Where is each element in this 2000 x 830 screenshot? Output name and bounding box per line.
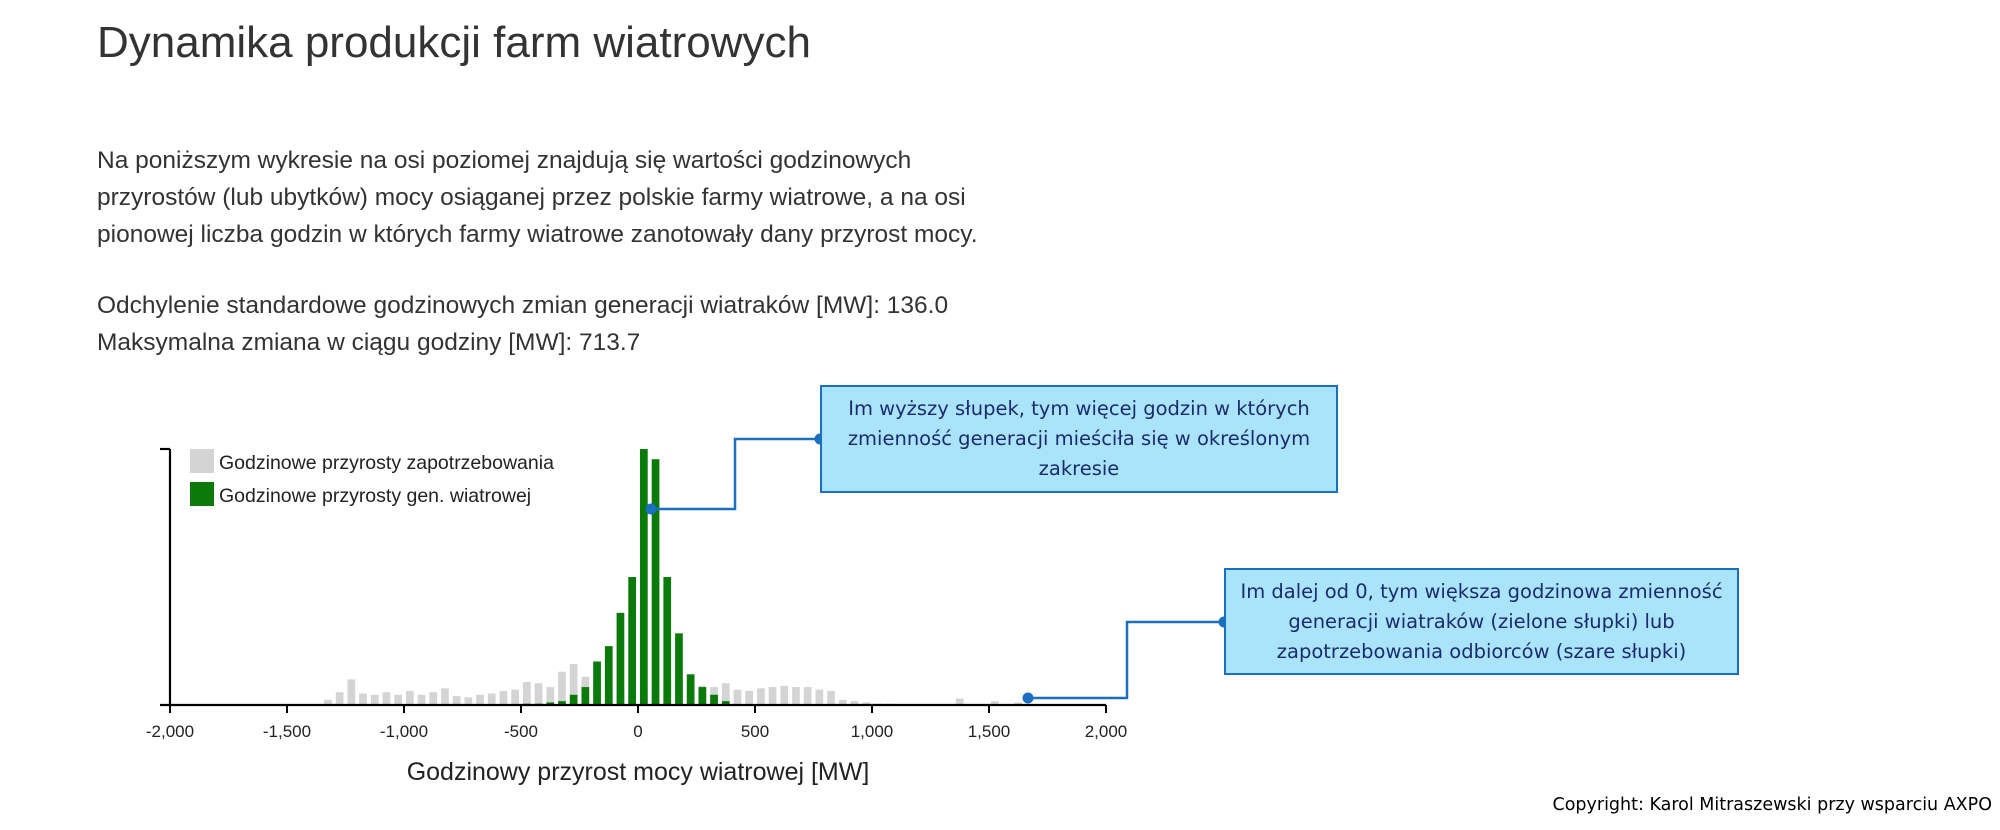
wind-bar (604, 646, 613, 705)
demand-bar (522, 681, 531, 705)
demand-bar (359, 693, 367, 705)
demand-bar (370, 694, 379, 705)
wind-bar (710, 694, 718, 705)
wind-bar (698, 687, 707, 705)
x-tick-label: -1,500 (263, 722, 311, 741)
x-axis-label: Godzinowy przyrost mocy wiatrowej [MW] (407, 758, 870, 786)
legend-swatch-demand (190, 449, 214, 473)
demand-bar (441, 688, 449, 705)
legend: Godzinowe przyrosty zapotrzebowania Godz… (190, 449, 554, 507)
x-tick-label: -1,000 (380, 722, 428, 741)
x-tick-label: -500 (504, 722, 538, 741)
connector-2-dot-start (1022, 692, 1034, 704)
x-tick-label: -2,000 (146, 722, 194, 741)
legend-swatch-wind (190, 482, 214, 506)
x-tick-label: 0 (633, 722, 642, 741)
demand-bar (569, 664, 578, 705)
demand-bar (792, 687, 800, 705)
callout-bar-height: Im wyższy słupek, tym więcej godzin w kt… (820, 385, 1338, 493)
legend-label-wind: Godzinowe przyrosty gen. wiatrowej (219, 485, 531, 507)
wind-bar (639, 449, 648, 705)
wind-bar (686, 674, 695, 705)
demand-bars (324, 664, 1023, 705)
demand-bar (803, 687, 812, 705)
wind-bar (593, 661, 601, 705)
connector-1-dot-start (645, 503, 657, 515)
wind-bar (651, 459, 660, 705)
demand-bar (756, 688, 765, 705)
demand-bar (827, 690, 835, 705)
demand-bar (476, 694, 484, 705)
demand-bar (382, 692, 391, 705)
std-dev-line: Odchylenie standardowe godzinowych zmian… (97, 292, 949, 319)
demand-bar (487, 693, 496, 705)
x-tick-label: 1,000 (851, 722, 894, 741)
demand-bar (815, 689, 824, 705)
page-title: Dynamika produkcji farm wiatrowych (97, 18, 811, 67)
demand-bar (850, 701, 859, 705)
demand-bar (534, 683, 543, 705)
wind-bar (558, 701, 566, 705)
demand-bar (499, 690, 508, 705)
demand-bar (745, 690, 754, 705)
x-tick-label: 500 (741, 722, 769, 741)
demand-bar (405, 690, 414, 705)
x-tick-label: 1,500 (968, 722, 1011, 741)
wind-bar (569, 694, 578, 705)
demand-bar (838, 699, 847, 705)
wind-bars (522, 449, 730, 705)
stats-block: Odchylenie standardowe godzinowych zmian… (97, 287, 948, 361)
demand-bar (324, 699, 332, 705)
description-line: Na poniższym wykresie na osi poziomej zn… (97, 147, 912, 174)
demand-bar (546, 687, 555, 705)
wind-bar (628, 577, 637, 705)
demand-bar (335, 692, 344, 705)
demand-bar (429, 692, 438, 705)
x-tick-label: 2,000 (1085, 722, 1128, 741)
callout-distance-from-zero: Im dalej od 0, tym większa godzinowa zmi… (1224, 568, 1739, 675)
description-line: pionowej liczba godzin w których farmy w… (97, 221, 978, 248)
demand-bar (452, 696, 461, 705)
connector-1 (651, 437, 820, 511)
copyright-text: Copyright: Karol Mitraszewski przy wspar… (1552, 795, 1992, 815)
wind-bar (721, 701, 730, 705)
demand-bar (733, 689, 742, 705)
demand-bar (862, 702, 871, 705)
wind-bar (616, 612, 625, 705)
description-paragraph: Na poniższym wykresie na osi poziomej zn… (97, 142, 1197, 253)
demand-bar (347, 679, 356, 705)
demand-bar (394, 694, 403, 705)
callout-connectors (645, 433, 1230, 704)
wind-bar (663, 577, 672, 705)
demand-bar (417, 694, 426, 705)
demand-bar (990, 701, 999, 705)
demand-bar (955, 698, 964, 705)
wind-bar (546, 702, 555, 705)
max-change-line: Maksymalna zmiana w ciągu godziny [MW]: … (97, 329, 641, 356)
demand-bar (768, 687, 777, 705)
description-line: przyrostów (lub ubytków) mocy osiąganej … (97, 184, 966, 211)
demand-bar (721, 683, 730, 705)
x-ticks: -2,000 -1,500 -1,000 -500 0 500 1,000 1,500 2,00… (146, 705, 1127, 741)
demand-bar (780, 685, 789, 705)
demand-bar (1014, 702, 1023, 705)
connector-2 (1028, 620, 1224, 700)
demand-bar (511, 689, 520, 705)
wind-bar (675, 633, 683, 705)
demand-bar (558, 671, 566, 705)
demand-bar (464, 697, 473, 705)
wind-bar (581, 687, 590, 705)
legend-label-demand: Godzinowe przyrosty zapotrzebowania (219, 452, 554, 474)
